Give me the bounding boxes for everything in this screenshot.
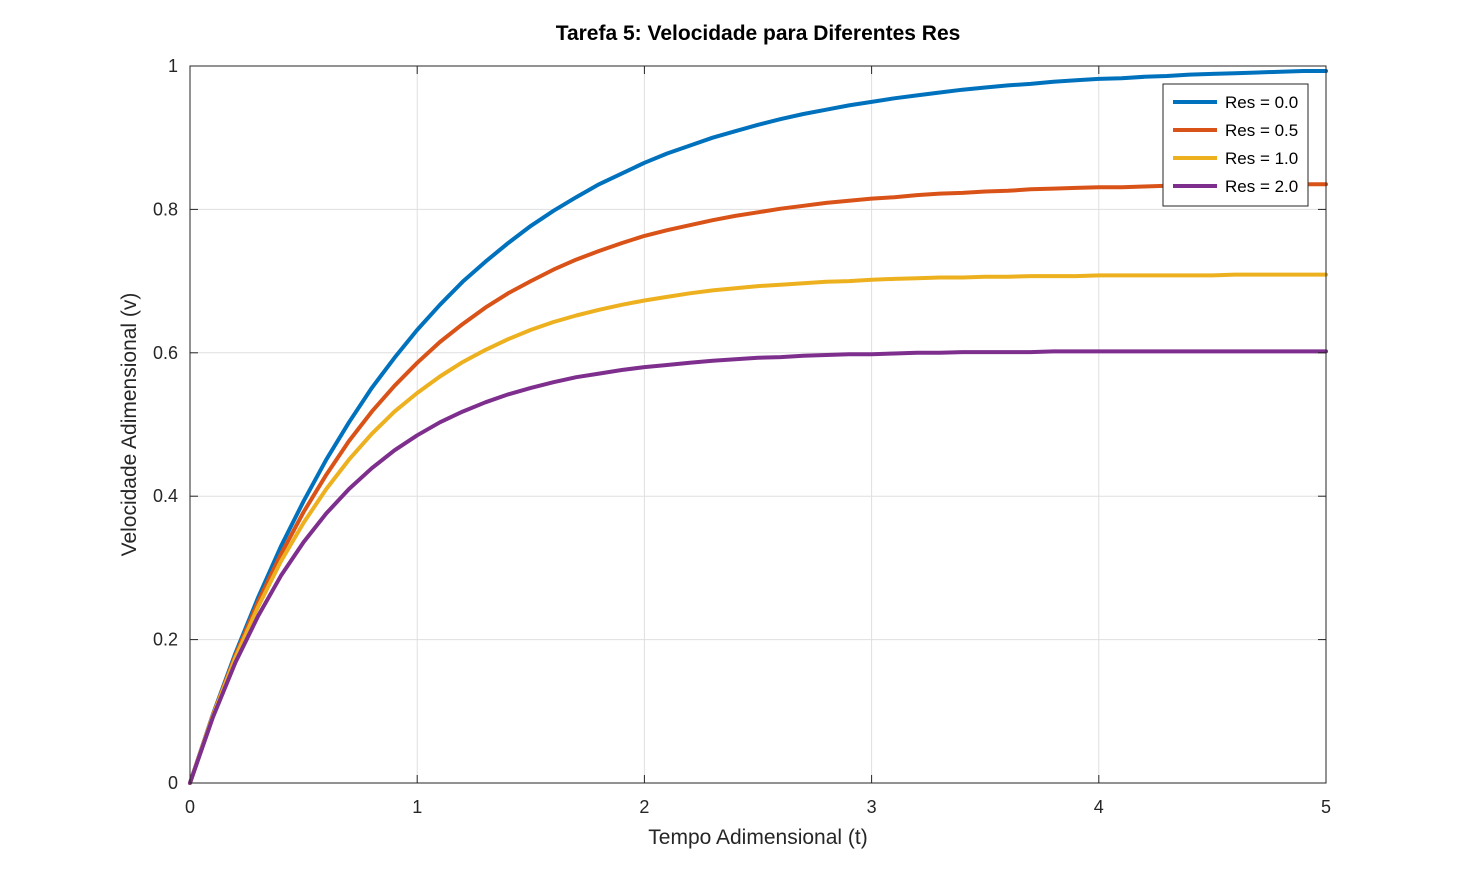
chart-title: Tarefa 5: Velocidade para Diferentes Res	[556, 22, 961, 45]
y-tick-label: 1	[168, 56, 178, 76]
x-tick-label: 0	[185, 797, 195, 817]
x-axis-label: Tempo Adimensional (t)	[648, 826, 867, 849]
x-tick-label: 5	[1321, 797, 1331, 817]
axes-box	[189, 65, 1327, 784]
x-tick-label: 2	[639, 797, 649, 817]
legend-entry-label: Res = 1.0	[1225, 149, 1298, 168]
series-line-3	[188, 272, 1328, 785]
y-tick-label: 0.4	[153, 486, 178, 506]
y-tick-label: 0.2	[153, 630, 178, 650]
series-lines	[188, 69, 1328, 785]
legend-entry-label: Res = 0.5	[1225, 121, 1298, 140]
y-tick-label: 0.6	[153, 343, 178, 363]
axis-ticks: 0 1 2 3 4 5 0 0.2 0.4 0.6 0.8 1	[153, 56, 1331, 817]
legend-entry-label: Res = 2.0	[1225, 177, 1298, 196]
series-line-1	[188, 69, 1328, 785]
legend: Res = 0.0 Res = 0.5 Res = 1.0 Res = 2.0	[1162, 83, 1309, 207]
x-tick-label: 1	[412, 797, 422, 817]
y-axis-label: Velocidade Adimensional (v)	[118, 293, 141, 557]
legend-entry-label: Res = 0.0	[1225, 93, 1298, 112]
series-line-4	[188, 349, 1328, 785]
y-tick-label: 0	[168, 773, 178, 793]
x-tick-label: 4	[1094, 797, 1104, 817]
series-line-2	[188, 182, 1328, 785]
x-tick-label: 3	[867, 797, 877, 817]
y-tick-label: 0.8	[153, 199, 178, 219]
